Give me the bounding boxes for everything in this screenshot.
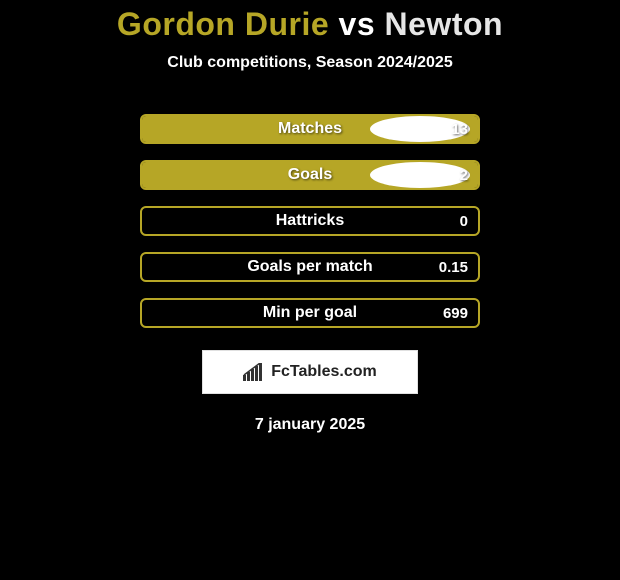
date-text: 7 january 2025 <box>255 416 365 434</box>
right-ellipse <box>370 116 470 142</box>
stat-value: 0.15 <box>439 259 468 276</box>
badge-text: FcTables.com <box>271 363 377 381</box>
stat-bar: Goals per match0.15 <box>140 252 480 282</box>
stat-value: 0 <box>460 213 468 230</box>
stat-label: Goals per match <box>142 258 478 276</box>
stat-row: Min per goal699 <box>140 298 480 328</box>
stat-row: Hattricks0 <box>140 206 480 236</box>
stats-list: Matches13 Goals2 Hattricks0 Goals per match… <box>140 114 480 344</box>
comparison-title: Gordon Durie vs Newton <box>117 8 503 40</box>
right-ellipse <box>370 162 470 188</box>
stat-label: Min per goal <box>142 304 478 322</box>
stat-label: Hattricks <box>142 212 478 230</box>
subtitle: Club competitions, Season 2024/2025 <box>167 54 452 72</box>
stat-row: Goals2 <box>140 160 480 190</box>
bar-chart-icon <box>243 363 265 381</box>
stat-bar: Hattricks0 <box>140 206 480 236</box>
vs-text: vs <box>339 6 376 42</box>
comparison-card: Gordon Durie vs Newton Club competitions… <box>0 0 620 434</box>
stat-row: Matches13 <box>140 114 480 144</box>
stat-value: 699 <box>443 305 468 322</box>
player2-name: Newton <box>385 6 504 42</box>
source-badge: FcTables.com <box>202 350 418 394</box>
player1-name: Gordon Durie <box>117 6 329 42</box>
stat-bar: Min per goal699 <box>140 298 480 328</box>
stat-row: Goals per match0.15 <box>140 252 480 282</box>
